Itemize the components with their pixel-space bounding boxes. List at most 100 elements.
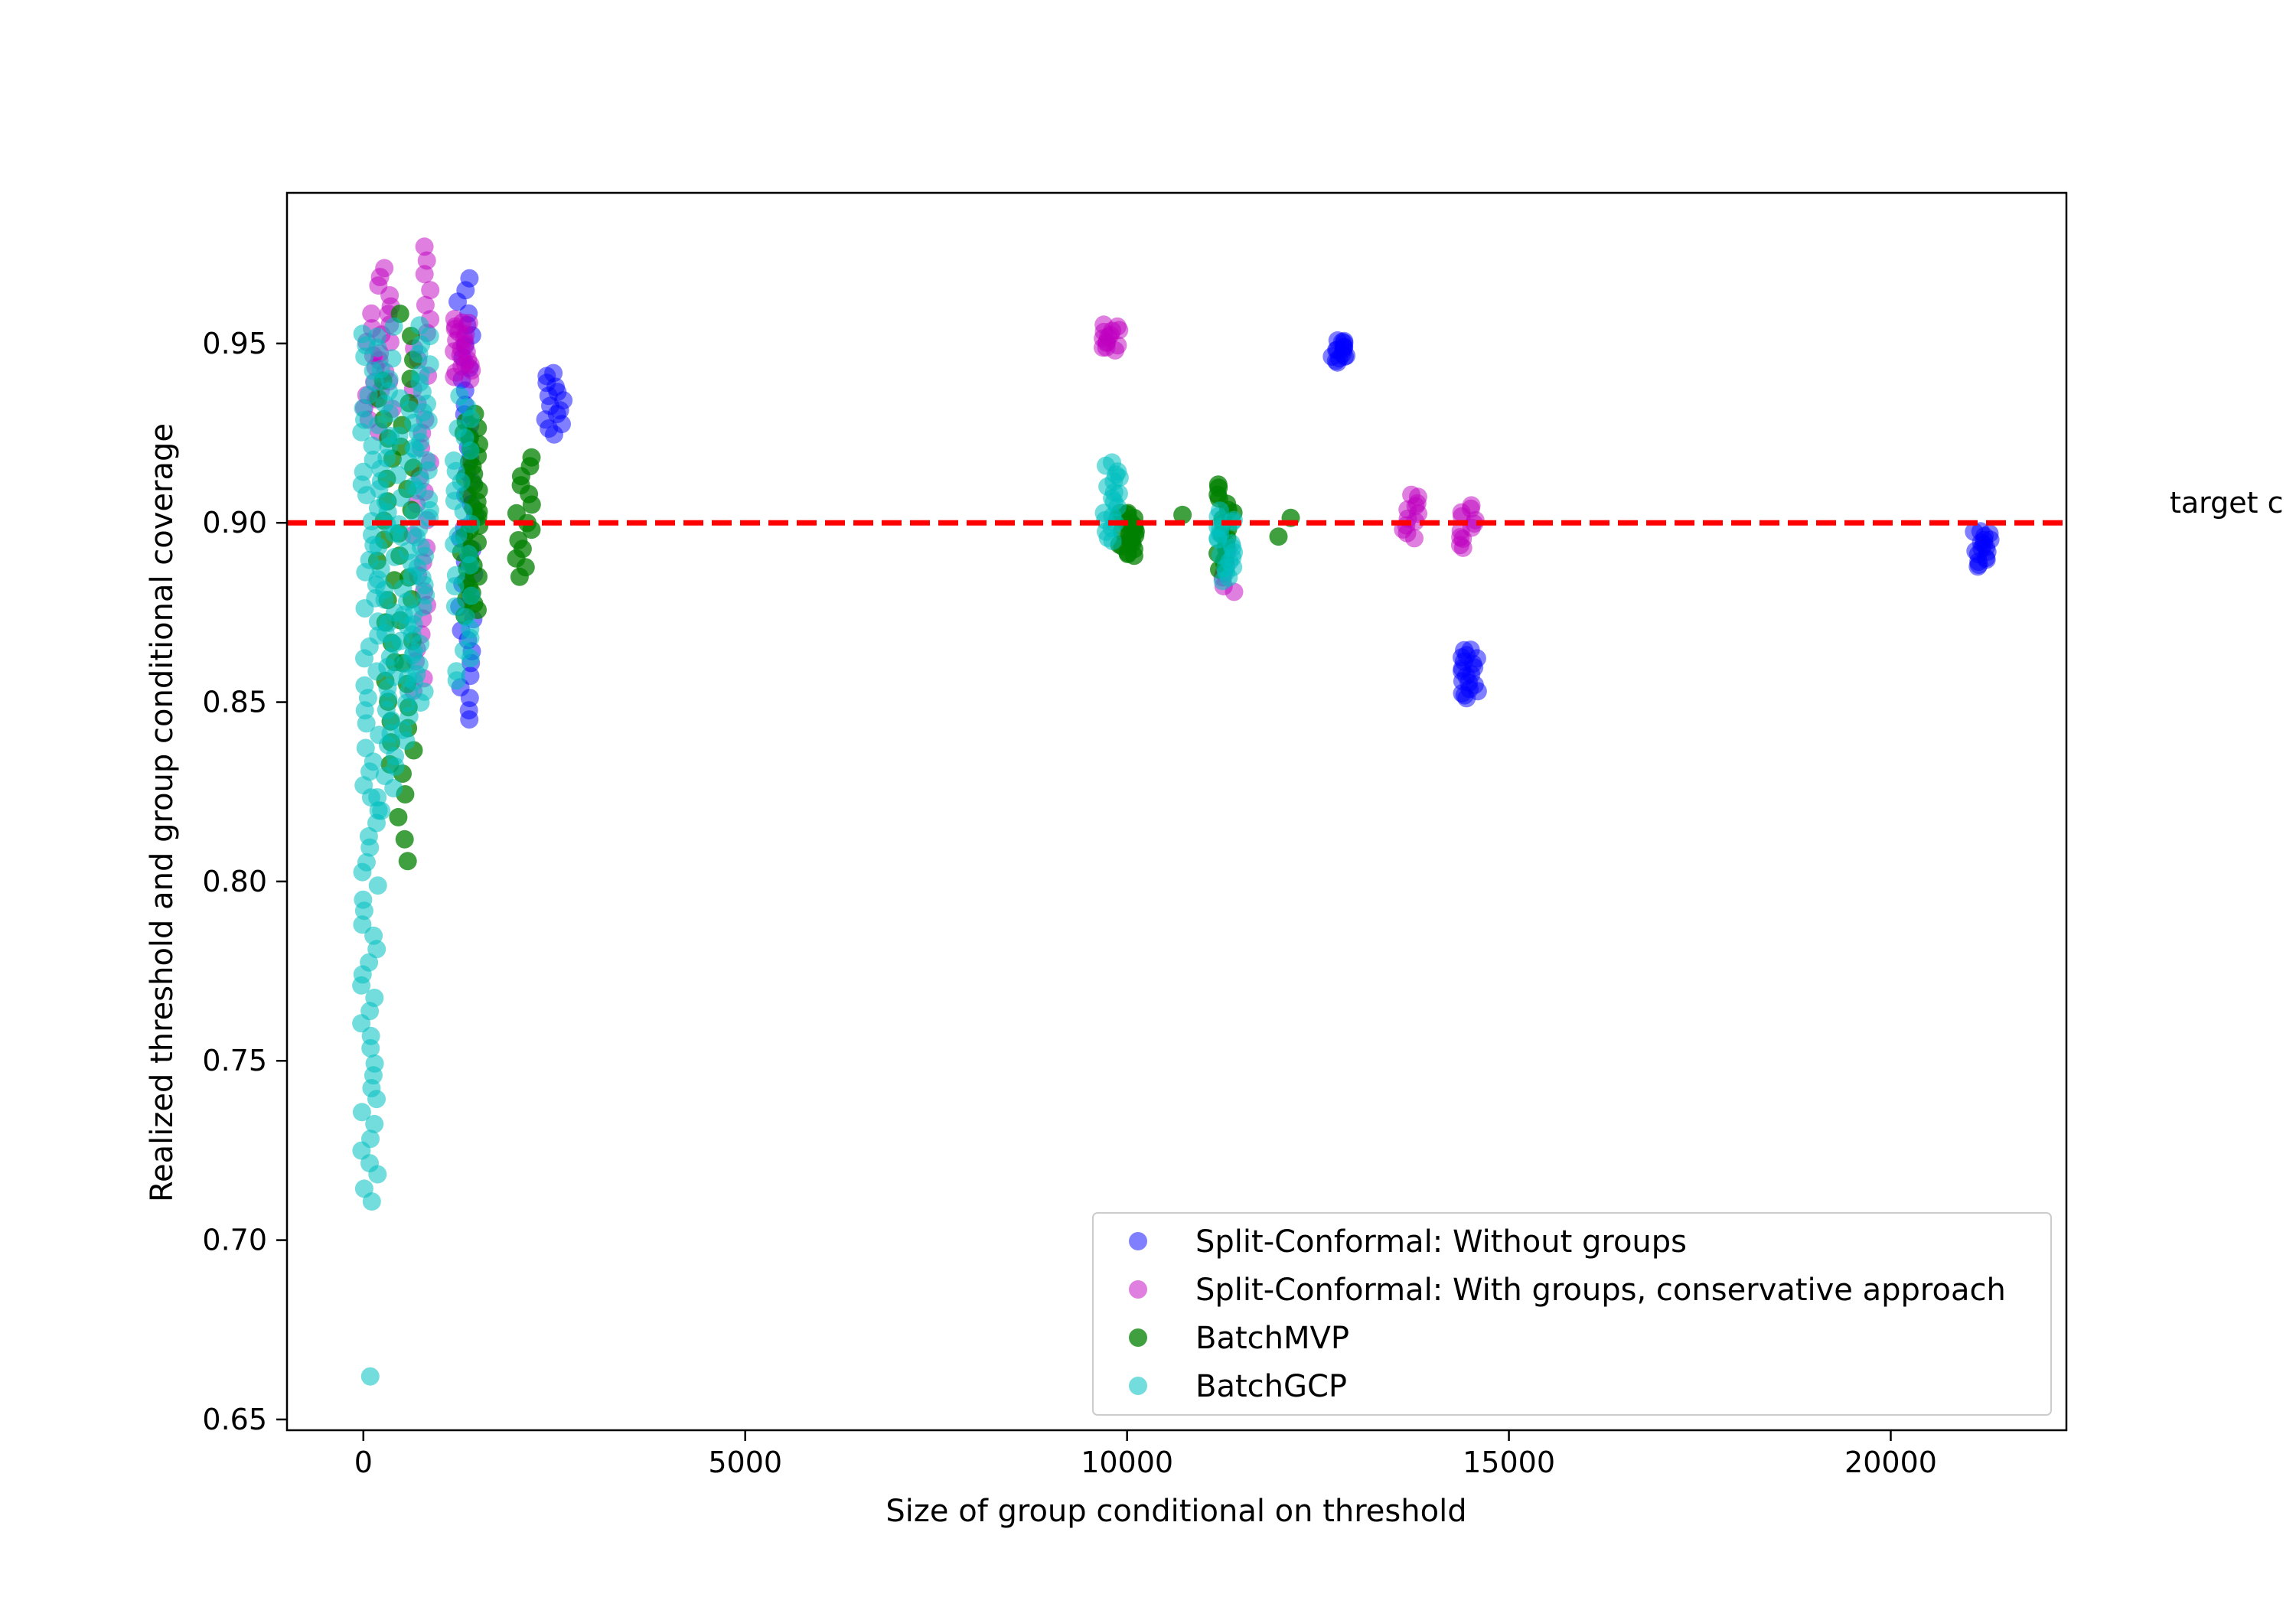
point-batchgcp [410, 316, 429, 335]
point-batchgcp [365, 989, 384, 1007]
scatter-points [352, 237, 2000, 1386]
legend-marker [1129, 1377, 1147, 1395]
y-axis-ticks: 0.65 0.70 0.75 0.80 0.85 0.90 0.95 [202, 327, 287, 1436]
point-batchgcp [368, 788, 387, 807]
point-batchgcp [353, 324, 372, 344]
point-batchgcp [360, 1367, 380, 1386]
point-split-conformal-with-groups-conservative-approach [1402, 485, 1421, 504]
point-batchgcp [459, 545, 478, 564]
y-tick-label: 0.85 [202, 686, 267, 719]
point-split-conformal-with-groups-conservative-approach [1462, 496, 1481, 515]
point-batchgcp [390, 515, 409, 534]
legend: Split-Conformal: Without groups Split-Con… [1092, 1212, 2052, 1416]
point-split-conformal-with-groups-conservative-approach [417, 251, 436, 270]
point-batchgcp [392, 488, 411, 507]
point-batchgcp [365, 1114, 384, 1133]
point-batchgcp [445, 451, 463, 470]
x-axis-ticks: 0 5000 10000 15000 20000 [354, 1430, 1937, 1479]
point-batchgcp [356, 738, 375, 758]
point-split-conformal-with-groups-conservative-approach [1108, 317, 1127, 336]
y-tick-label: 0.65 [202, 1403, 267, 1436]
point-batchmvp [522, 448, 541, 467]
point-split-conformal-without-groups [544, 363, 563, 383]
point-split-conformal-without-groups [1461, 641, 1480, 660]
point-batchgcp [361, 1129, 380, 1149]
point-batchgcp [355, 676, 374, 695]
point-batchgcp [448, 526, 468, 545]
x-tick-label: 20000 [1844, 1446, 1937, 1479]
point-batchgcp [446, 566, 465, 585]
y-tick-label: 0.95 [202, 327, 267, 360]
point-batchmvp [1173, 505, 1192, 524]
point-batchgcp [390, 426, 409, 445]
point-split-conformal-with-groups-conservative-approach [421, 281, 440, 300]
point-batchgcp [368, 876, 387, 895]
legend-marker [1129, 1280, 1147, 1299]
point-split-conformal-without-groups [460, 269, 479, 288]
point-batchgcp [461, 586, 481, 605]
point-batchmvp [395, 830, 414, 849]
point-batchgcp [364, 926, 383, 945]
point-batchgcp [354, 1179, 373, 1198]
point-batchgcp [367, 328, 386, 346]
point-batchgcp [357, 852, 376, 872]
x-tick-label: 10000 [1081, 1446, 1173, 1479]
point-split-conformal-with-groups-conservative-approach [445, 309, 464, 328]
legend-marker [1129, 1328, 1147, 1347]
point-batchgcp [364, 752, 383, 771]
point-batchgcp [448, 419, 468, 438]
legend-label: BatchGCP [1195, 1369, 1347, 1404]
point-split-conformal-with-groups-conservative-approach [375, 259, 394, 278]
plot-frame [285, 191, 2068, 1432]
legend-marker [1129, 1232, 1147, 1250]
point-batchgcp [354, 890, 373, 909]
point-split-conformal-without-groups [1328, 331, 1347, 350]
point-split-conformal-with-groups-conservative-approach [415, 265, 434, 284]
point-batchgcp [1210, 501, 1229, 520]
point-batchgcp [354, 776, 373, 795]
point-batchgcp [408, 423, 427, 442]
x-tick-label: 5000 [708, 1446, 782, 1479]
point-batchgcp [365, 1054, 384, 1073]
point-batchgcp [369, 537, 388, 556]
point-split-conformal-with-groups-conservative-approach [415, 237, 434, 256]
y-axis-label: Realized threshold and group conditional… [145, 423, 180, 1202]
legend-frame [1092, 1212, 2052, 1416]
y-tick-label: 0.80 [202, 865, 267, 898]
x-tick-label: 15000 [1463, 1446, 1555, 1479]
point-batchgcp [360, 953, 379, 972]
point-batchgcp [388, 465, 407, 484]
y-tick-label: 0.70 [202, 1224, 267, 1257]
point-batchgcp [383, 349, 402, 368]
point-batchgcp [369, 416, 388, 435]
point-batchgcp [361, 1026, 380, 1045]
point-batchgcp [393, 720, 413, 739]
point-batchgcp [353, 915, 372, 934]
point-split-conformal-without-groups [1971, 522, 1990, 541]
point-batchgcp [363, 436, 382, 455]
point-batchmvp [509, 531, 528, 549]
point-batchgcp [447, 662, 466, 681]
point-batchgcp [384, 317, 403, 336]
point-batchmvp [1269, 527, 1288, 546]
x-tick-label: 0 [354, 1446, 373, 1479]
point-batchgcp [391, 389, 409, 408]
x-axis-label: Size of group conditional on threshold [885, 1494, 1466, 1529]
point-batchgcp [404, 503, 423, 522]
point-batchgcp [445, 597, 465, 616]
y-tick-label: 0.90 [202, 506, 267, 539]
point-batchgcp [352, 1103, 371, 1122]
point-batchgcp [450, 386, 469, 406]
reference-line-label: target c [2170, 486, 2284, 520]
point-batchgcp [371, 559, 390, 579]
point-batchmvp [507, 504, 526, 523]
point-batchmvp [1208, 475, 1228, 494]
y-tick-label: 0.75 [202, 1044, 267, 1077]
point-split-conformal-with-groups-conservative-approach [362, 304, 381, 323]
legend-label: Split-Conformal: With groups, conservati… [1195, 1273, 2006, 1308]
legend-label: BatchMVP [1195, 1321, 1349, 1356]
point-batchgcp [1103, 453, 1121, 472]
point-split-conformal-with-groups-conservative-approach [416, 295, 435, 315]
point-split-conformal-with-groups-conservative-approach [1094, 315, 1114, 334]
